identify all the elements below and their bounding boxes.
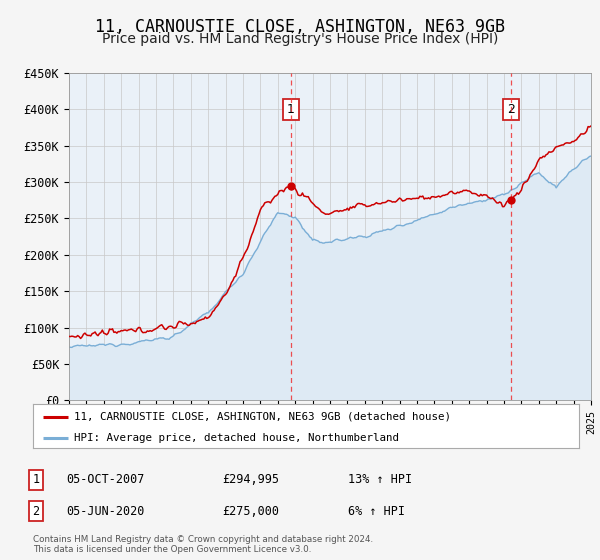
Text: 2: 2 — [32, 505, 40, 518]
Text: £294,995: £294,995 — [222, 473, 279, 487]
Text: 05-JUN-2020: 05-JUN-2020 — [66, 505, 145, 518]
Text: 2: 2 — [508, 102, 515, 116]
Text: 11, CARNOUSTIE CLOSE, ASHINGTON, NE63 9GB: 11, CARNOUSTIE CLOSE, ASHINGTON, NE63 9G… — [95, 18, 505, 36]
Text: £275,000: £275,000 — [222, 505, 279, 518]
Text: 05-OCT-2007: 05-OCT-2007 — [66, 473, 145, 487]
Text: 13% ↑ HPI: 13% ↑ HPI — [348, 473, 412, 487]
Text: Contains HM Land Registry data © Crown copyright and database right 2024.
This d: Contains HM Land Registry data © Crown c… — [33, 535, 373, 554]
Text: 6% ↑ HPI: 6% ↑ HPI — [348, 505, 405, 518]
Text: 1: 1 — [287, 102, 295, 116]
Text: 1: 1 — [32, 473, 40, 487]
Text: Price paid vs. HM Land Registry's House Price Index (HPI): Price paid vs. HM Land Registry's House … — [102, 32, 498, 46]
Text: HPI: Average price, detached house, Northumberland: HPI: Average price, detached house, Nort… — [74, 433, 399, 444]
Text: 11, CARNOUSTIE CLOSE, ASHINGTON, NE63 9GB (detached house): 11, CARNOUSTIE CLOSE, ASHINGTON, NE63 9G… — [74, 412, 451, 422]
